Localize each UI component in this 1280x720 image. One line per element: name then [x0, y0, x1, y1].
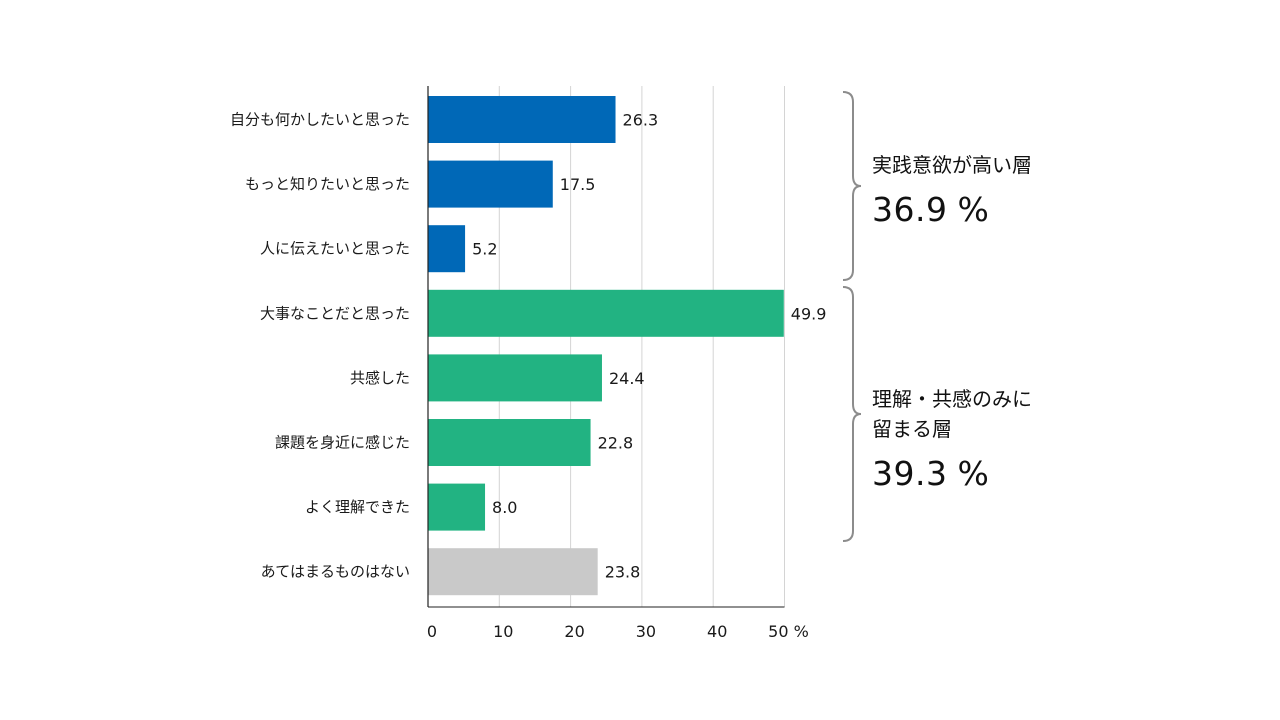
category-label-0: 自分も何かしたいと思った [230, 111, 410, 129]
group-understanding-percent: 39.3% [872, 454, 1032, 494]
x-tick-label-0: 0 [427, 622, 437, 641]
grid-lines [498, 86, 785, 607]
category-label-3: 大事なことだと思った [260, 304, 410, 322]
axes [427, 86, 785, 608]
group-brace-0 [842, 91, 862, 281]
value-label-5: 22.8 [598, 434, 634, 453]
x-tick-label-10: 10 [493, 622, 513, 641]
category-label-6: よく理解できた [305, 498, 410, 516]
x-tick-label-30: 30 [636, 622, 656, 641]
group-understanding-summary: 理解・共感のみに 留まる層 39.3% [872, 384, 1032, 494]
bar-2 [428, 225, 466, 273]
group-understanding-label-line2: 留まる層 [872, 417, 952, 441]
group-practice-value: 36.9 [872, 190, 948, 229]
value-label-2: 5.2 [472, 240, 497, 259]
x-tick-label-40: 40 [707, 622, 727, 641]
group-understanding-value: 39.3 [872, 454, 948, 493]
x-tick-label-50: 50 % [768, 622, 809, 641]
group-brace-1 [842, 286, 862, 542]
group-braces [842, 91, 862, 542]
labels: 0 10 20 30 40 50 % 自分も何かしたいと思った 26.3 もっと知りたいと思った… [230, 111, 826, 642]
group-practice-summary: 実践意欲が高い層 36.9% [872, 150, 1032, 230]
group-understanding-label-line1: 理解・共感のみに [872, 387, 1032, 411]
group-practice-unit: % [957, 190, 990, 229]
bar-7 [428, 548, 598, 596]
group-understanding-unit: % [957, 454, 990, 493]
bars [428, 96, 784, 596]
group-practice-percent: 36.9% [872, 190, 1032, 230]
bar-0 [428, 96, 616, 143]
value-label-1: 17.5 [560, 175, 596, 194]
category-label-2: 人に伝えたいと思った [260, 240, 410, 258]
bar-6 [428, 483, 486, 531]
category-label-7: あてはまるものはない [261, 563, 410, 581]
category-label-5: 課題を身近に感じた [275, 434, 410, 452]
bar-3 [428, 289, 784, 337]
value-label-4: 24.4 [609, 369, 645, 388]
bar-1 [428, 160, 553, 208]
group-practice-label: 実践意欲が高い層 [872, 153, 1032, 177]
bar-5 [428, 419, 591, 466]
category-label-4: 共感した [350, 369, 410, 387]
value-label-7: 23.8 [605, 563, 641, 582]
value-label-0: 26.3 [623, 111, 659, 130]
bar-4 [428, 354, 602, 402]
category-label-1: もっと知りたいと思った [245, 175, 410, 193]
value-label-6: 8.0 [492, 498, 517, 517]
value-label-3: 49.9 [791, 304, 827, 323]
x-tick-label-20: 20 [564, 622, 584, 641]
